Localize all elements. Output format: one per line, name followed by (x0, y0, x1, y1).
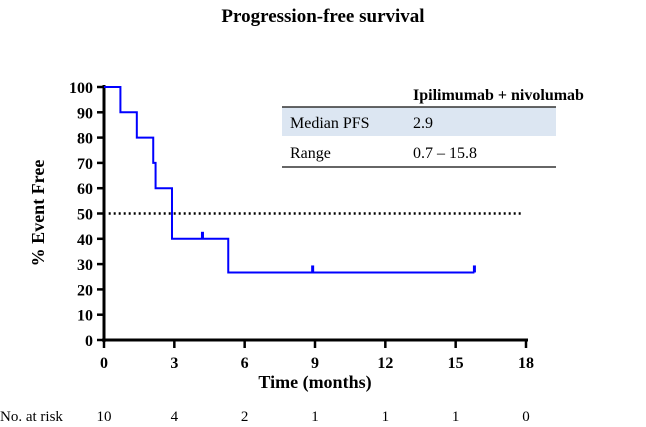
x-tick-label: 3 (170, 355, 178, 372)
chart-title: Progression-free survival (221, 6, 424, 27)
x-axis-label: Time (months) (258, 372, 371, 393)
km-curve (104, 86, 475, 274)
x-tick-label: 0 (100, 355, 108, 372)
y-tick-label: 50 (77, 207, 93, 224)
x-tick-label: 15 (448, 355, 464, 372)
table-row-value: 0.7 – 15.8 (413, 145, 477, 162)
table-row-label: Range (290, 145, 331, 162)
y-tick-label: 100 (69, 80, 93, 97)
risk-label: No. at risk (0, 409, 63, 425)
y-tick-label: 40 (77, 232, 93, 249)
risk-count: 1 (311, 409, 319, 425)
y-tick-label: 80 (77, 131, 93, 148)
risk-count: 1 (452, 409, 460, 425)
x-tick-label: 6 (241, 355, 249, 372)
risk-count: 1 (382, 409, 390, 425)
risk-count: 10 (97, 409, 112, 425)
y-tick-label: 0 (85, 333, 93, 350)
x-tick-label: 9 (311, 355, 319, 372)
table-row-highlight (282, 107, 556, 136)
risk-count: 0 (522, 409, 530, 425)
risk-count: 4 (171, 409, 179, 425)
x-tick-label: 12 (377, 355, 393, 372)
y-tick-label: 90 (77, 105, 93, 122)
table-header: Ipilimumab + nivolumab (413, 87, 584, 104)
y-tick-label: 60 (77, 181, 93, 198)
y-tick-label: 70 (77, 156, 93, 173)
y-axis-label: % Event Free (28, 160, 48, 267)
y-tick-label: 30 (77, 257, 93, 274)
table-row-value: 2.9 (413, 115, 433, 132)
risk-count: 2 (241, 409, 249, 425)
y-tick-label: 10 (77, 308, 93, 325)
y-tick-label: 20 (77, 282, 93, 299)
x-tick-label: 18 (518, 355, 534, 372)
table-row-label: Median PFS (290, 115, 370, 132)
